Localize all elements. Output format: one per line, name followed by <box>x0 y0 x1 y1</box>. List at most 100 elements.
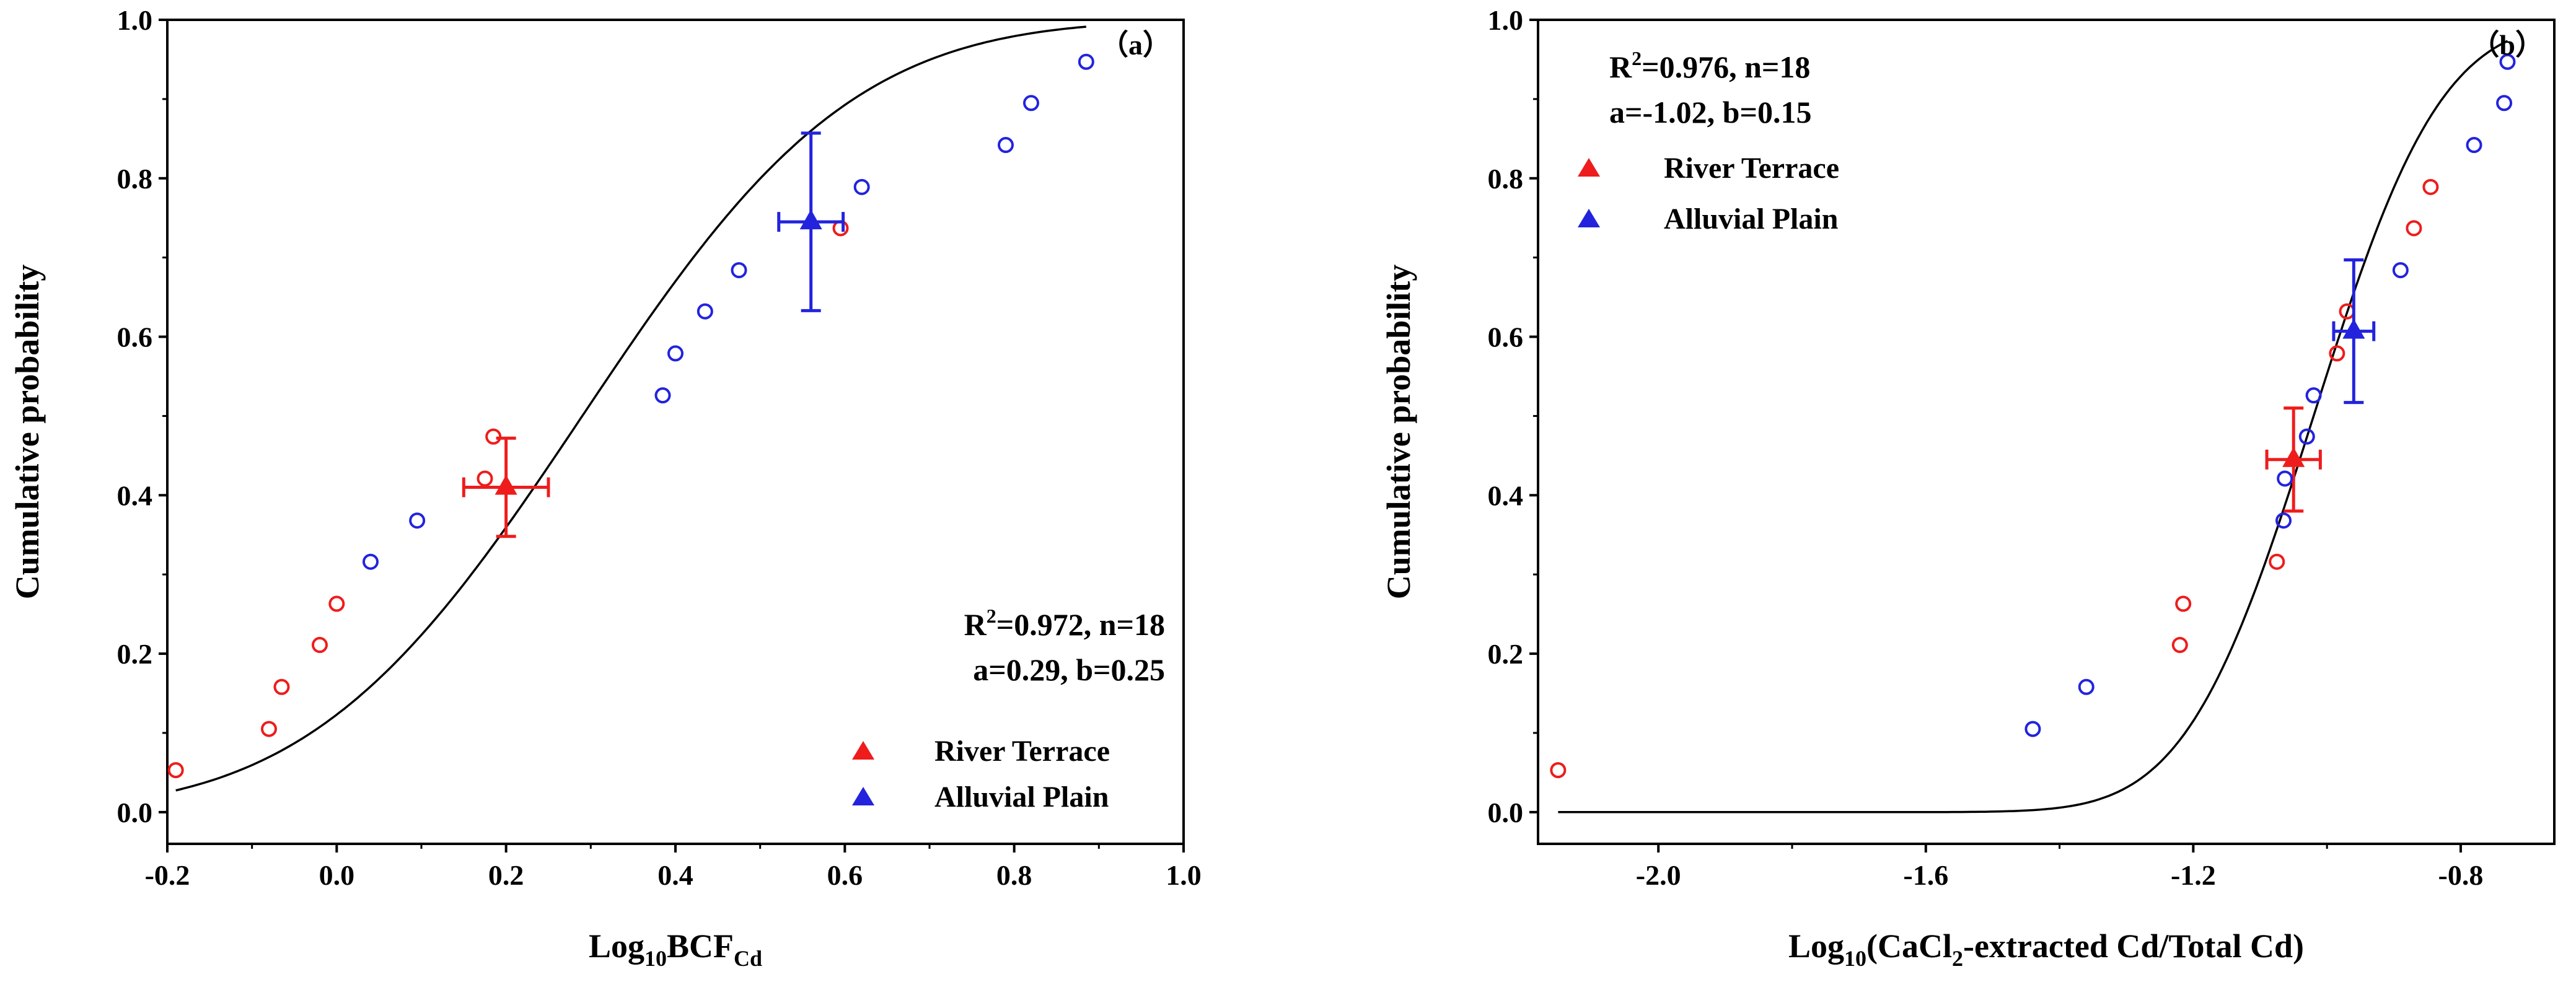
legend-b-label-river-terrace: River Terrace <box>1664 152 1839 185</box>
stats-annotation-b-line1: R2=0.976, n=18 <box>1609 47 1810 84</box>
plot-frame-b <box>1537 19 2556 845</box>
mean-marker-a-alluvial-plain <box>777 131 845 312</box>
mean-marker-b-alluvial-plain <box>2332 258 2376 405</box>
legend-b-marker-river-terrace <box>1578 158 1600 177</box>
x-axis-label-a-main: BCF <box>667 927 734 965</box>
legend-a-marker-alluvial-plain <box>852 787 874 805</box>
mean-marker-a-river-terrace <box>462 436 550 538</box>
legend-a-label-river-terrace: River Terrace <box>934 735 1110 768</box>
mean-triangle-b-river-terrace <box>2282 447 2305 467</box>
points-layer-a <box>167 53 1094 779</box>
stats-annotation-a-line2: a=0.29, b=0.25 <box>973 652 1165 687</box>
x-tick-label-b-3: -0.8 <box>2438 859 2484 891</box>
stats-b-r: R <box>1609 50 1632 84</box>
y-tick-label-b-2: 0.4 <box>1488 480 1524 511</box>
y-tick-label-a-4: 0.8 <box>117 163 153 195</box>
data-point-a-alluvial-plain-2 <box>654 387 671 404</box>
mean-triangle-a-river-terrace <box>495 475 517 495</box>
x-tick-label-a-1: 0.0 <box>319 859 355 891</box>
x-tick-label-a-6: 1.0 <box>1166 859 1202 891</box>
data-point-a-alluvial-plain-3 <box>667 345 684 362</box>
x-axis-label-b-sub: 10 <box>1844 946 1866 971</box>
stats-a-rest: =0.972, n=18 <box>996 607 1165 642</box>
y-tick-label-a-0: 0.0 <box>117 797 153 828</box>
data-point-a-river-terrace-1 <box>261 721 277 737</box>
y-tick-label-b-4: 0.8 <box>1488 163 1524 195</box>
ticks-b: -2.0 -1.6 -1.2 -0.8 0.0 0.2 0.4 0.6 0.8 1.0 <box>1488 4 2484 891</box>
data-point-b-alluvial-plain-4 <box>2298 428 2315 445</box>
data-point-b-alluvial-plain-5 <box>2305 387 2322 404</box>
x-axis-label-b-main: (CaCl <box>1866 927 1952 965</box>
y-tick-label-a-2: 0.4 <box>117 480 153 511</box>
x-axis-label-b-sub2: 2 <box>1952 946 1963 971</box>
data-point-a-alluvial-plain-8 <box>1023 95 1039 112</box>
x-axis-label-a: Log10BCFCd <box>589 927 762 971</box>
x-tick-label-a-0: -0.2 <box>145 859 190 891</box>
data-point-b-river-terrace-2 <box>2175 595 2192 612</box>
y-tick-label-a-5: 1.0 <box>117 4 153 36</box>
fit-curve-a <box>175 25 1086 792</box>
x-axis-label-a-sub: 10 <box>644 946 667 971</box>
x-axis-label-a-sub2: Cd <box>734 946 762 971</box>
x-axis-label-a-prefix: Log <box>589 927 644 965</box>
data-point-a-alluvial-plain-7 <box>998 137 1014 154</box>
data-point-a-river-terrace-2 <box>273 678 290 695</box>
data-point-b-river-terrace-0 <box>1550 762 1567 779</box>
data-point-b-alluvial-plain-3 <box>2277 470 2293 487</box>
x-tick-label-b-1: -1.6 <box>1903 859 1948 891</box>
legend-b: River Terrace Alluvial Plain <box>1578 152 1839 235</box>
data-point-a-alluvial-plain-4 <box>697 303 713 320</box>
data-point-b-alluvial-plain-8 <box>2496 95 2513 112</box>
y-axis-label-b: Cumulative probability <box>1380 265 1417 600</box>
points-layer-b <box>1550 53 2516 779</box>
data-point-a-river-terrace-4 <box>328 595 345 612</box>
data-point-a-alluvial-plain-6 <box>853 178 870 195</box>
fit-curve-layer-a <box>175 25 1086 792</box>
data-point-a-alluvial-plain-1 <box>409 512 426 529</box>
stats-annotation-b-line2: a=-1.02, b=0.15 <box>1609 95 1811 129</box>
data-point-b-river-terrace-3 <box>2269 553 2285 570</box>
legend-a-label-alluvial-plain: Alluvial Plain <box>934 781 1109 813</box>
data-point-b-alluvial-plain-9 <box>2499 53 2516 70</box>
x-tick-label-b-0: -2.0 <box>1636 859 1681 891</box>
y-tick-label-b-5: 1.0 <box>1488 4 1524 36</box>
stats-b-rest: =0.976, n=18 <box>1642 50 1810 84</box>
legend-b-label-alluvial-plain: Alluvial Plain <box>1664 203 1838 235</box>
y-tick-label-b-1: 0.2 <box>1488 638 1524 670</box>
data-point-b-alluvial-plain-0 <box>2024 721 2041 737</box>
y-tick-label-b-3: 0.6 <box>1488 322 1524 353</box>
x-tick-label-a-4: 0.6 <box>827 859 863 891</box>
data-point-b-alluvial-plain-1 <box>2078 678 2095 695</box>
legend-a: River Terrace Alluvial Plain <box>852 735 1110 813</box>
stats-a-r: R <box>964 607 987 642</box>
stats-annotation-a-line1: R2=0.972, n=18 <box>964 605 1165 642</box>
mean-marker-b-river-terrace <box>2265 406 2322 513</box>
stats-a-sup: 2 <box>987 605 996 627</box>
y-tick-label-a-1: 0.2 <box>117 638 153 670</box>
legend-a-marker-river-terrace <box>852 741 874 760</box>
stats-b-sup: 2 <box>1632 47 1642 69</box>
data-point-a-river-terrace-3 <box>312 637 328 654</box>
x-axis-label-b-suffix: -extracted Cd/Total Cd) <box>1963 927 2304 965</box>
data-point-b-river-terrace-4 <box>2329 345 2345 362</box>
data-point-a-river-terrace-0 <box>167 762 184 779</box>
data-point-b-river-terrace-7 <box>2422 178 2439 195</box>
x-axis-label-b-prefix: Log <box>1788 927 1844 965</box>
ticks-a: -0.2 0.0 0.2 0.4 0.6 0.8 1.0 0.0 0.2 0.4 0.6 0.8 1.0 <box>117 4 1202 891</box>
y-tick-label-b-0: 0.0 <box>1488 797 1524 828</box>
x-tick-label-b-2: -1.2 <box>2171 859 2216 891</box>
y-tick-label-a-3: 0.6 <box>117 322 153 353</box>
data-point-b-alluvial-plain-7 <box>2466 137 2482 154</box>
data-point-a-river-terrace-5 <box>477 470 493 487</box>
data-point-a-alluvial-plain-0 <box>363 553 379 570</box>
panel-label-b: （b） <box>2471 29 2544 61</box>
y-axis-label-a: Cumulative probability <box>9 265 46 600</box>
x-tick-label-a-5: 0.8 <box>996 859 1032 891</box>
panel-label-a: （a） <box>1100 29 1171 61</box>
chart-panel-b: -2.0 -1.6 -1.2 -0.8 0.0 0.2 0.4 0.6 0.8 1.0 （b） C… <box>1380 4 2556 971</box>
data-point-b-river-terrace-6 <box>2406 220 2422 237</box>
mean-triangle-a-alluvial-plain <box>799 209 822 230</box>
data-point-b-alluvial-plain-6 <box>2392 262 2409 279</box>
legend-b-marker-alluvial-plain <box>1578 209 1600 227</box>
